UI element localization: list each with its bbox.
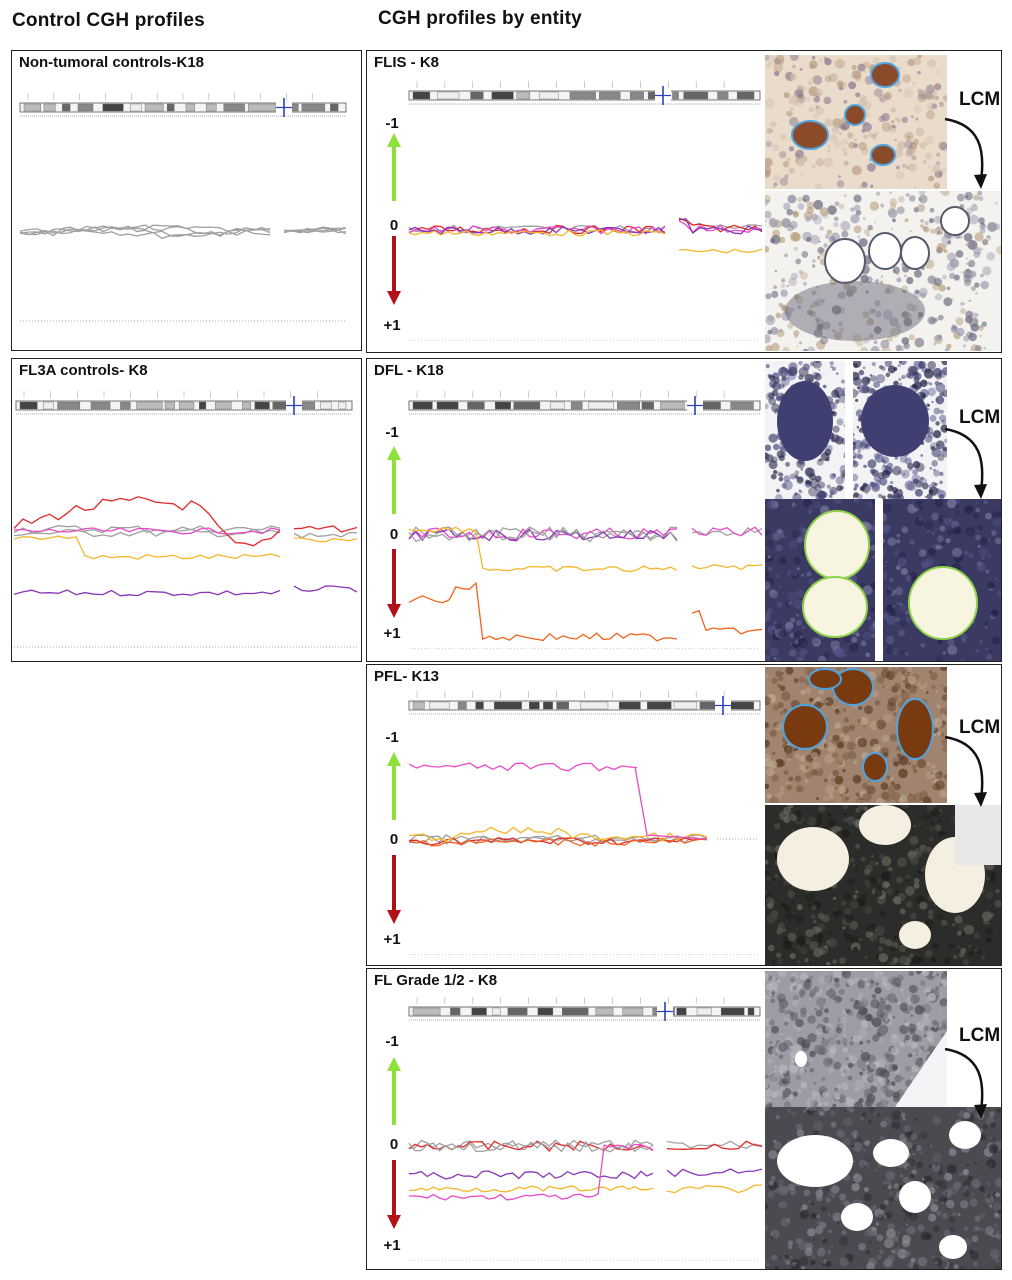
curved-arrow-icon xyxy=(944,427,987,499)
lcm-label: LCM xyxy=(959,1025,1001,1046)
chromosome-ideogram xyxy=(408,81,761,105)
panel-title: PFL- K13 xyxy=(374,668,440,685)
panel-non-tumoral: Non-tumoral controls-K18 xyxy=(11,50,362,351)
ihc-brown-follicles-blue-outline xyxy=(765,667,947,803)
scale-zero: 0 xyxy=(389,526,399,543)
scale-minus-one: -1 xyxy=(385,424,399,441)
cgh-profile-plot xyxy=(13,496,357,648)
micrograph-bottom xyxy=(765,191,1001,351)
entity-heading: CGH profiles by entity xyxy=(378,8,582,29)
panel-title: DFL - K18 xyxy=(374,362,444,379)
control-heading: Control CGH profiles xyxy=(12,10,205,31)
scale-plus-one: +1 xyxy=(383,317,401,334)
panel-pfl: PFL- K13 -1 0 +1 LCM xyxy=(366,664,1002,966)
gain-loss-arrows xyxy=(387,1057,401,1229)
ihc-brown-small-follicles xyxy=(765,55,947,189)
blue-stained-mucosa xyxy=(765,361,947,499)
chromosome-ideogram xyxy=(408,391,761,415)
cgh-profile-plot xyxy=(408,762,759,955)
chromosome-ideogram xyxy=(19,93,347,117)
curved-arrow-icon xyxy=(944,117,987,189)
gain-loss-arrows xyxy=(387,446,401,618)
micrograph-bottom xyxy=(765,1107,1001,1269)
dissected-follicles-dark xyxy=(765,805,1001,965)
chromosome-ideogram xyxy=(408,691,761,715)
gain-loss-arrows xyxy=(387,133,401,305)
scale-plus-one: +1 xyxy=(383,625,401,642)
scale-minus-one: -1 xyxy=(385,729,399,746)
gray-nodular-tissue xyxy=(765,971,947,1107)
scale-zero: 0 xyxy=(389,831,399,848)
curved-arrow-icon xyxy=(944,735,987,807)
micrograph-top xyxy=(765,971,947,1107)
panel-flis: FLIS - K8 -1 0 +1 LCM xyxy=(366,50,1002,353)
panel-fl-grade-1-2: FL Grade 1/2 - K8 -1 0 +1 LCM xyxy=(366,968,1002,1270)
dissected-circles-green xyxy=(765,499,1001,661)
lcm-label: LCM xyxy=(959,407,1001,428)
cgh-profile-plot xyxy=(408,1139,762,1261)
scale-zero: 0 xyxy=(389,1136,399,1153)
lcm-label: LCM xyxy=(959,717,1001,738)
scale-minus-one: -1 xyxy=(385,115,399,132)
cgh-profile-plot xyxy=(408,526,762,649)
panel-title: FLIS - K8 xyxy=(374,54,440,71)
micrograph-top xyxy=(765,361,947,499)
dissected-nodules-gray xyxy=(765,1107,1001,1269)
lcm-label: LCM xyxy=(959,89,1001,110)
micrograph-bottom xyxy=(765,805,1001,965)
scale-plus-one: +1 xyxy=(383,1237,401,1254)
curved-arrow-icon xyxy=(944,1047,987,1119)
scale-plus-one: +1 xyxy=(383,931,401,948)
chromosome-ideogram xyxy=(15,391,353,415)
panel-fl3a: FL3A controls- K8 xyxy=(11,358,362,662)
micrograph-top xyxy=(765,667,947,803)
panel-title: Non-tumoral controls-K18 xyxy=(19,54,205,71)
gain-loss-arrows xyxy=(387,752,401,924)
panel-dfl: DFL - K18 -1 0 +1 LCM xyxy=(366,358,1002,662)
micrograph-top xyxy=(765,55,947,189)
cgh-profile-plot xyxy=(19,224,347,322)
he-dissected-follicles xyxy=(765,191,1001,351)
panel-title: FL Grade 1/2 - K8 xyxy=(374,972,498,989)
scale-minus-one: -1 xyxy=(385,1033,399,1050)
panel-title: FL3A controls- K8 xyxy=(19,362,148,379)
cgh-profile-plot xyxy=(408,217,762,341)
chromosome-ideogram xyxy=(408,997,761,1021)
scale-zero: 0 xyxy=(389,217,399,234)
micrograph-bottom xyxy=(765,499,1001,661)
